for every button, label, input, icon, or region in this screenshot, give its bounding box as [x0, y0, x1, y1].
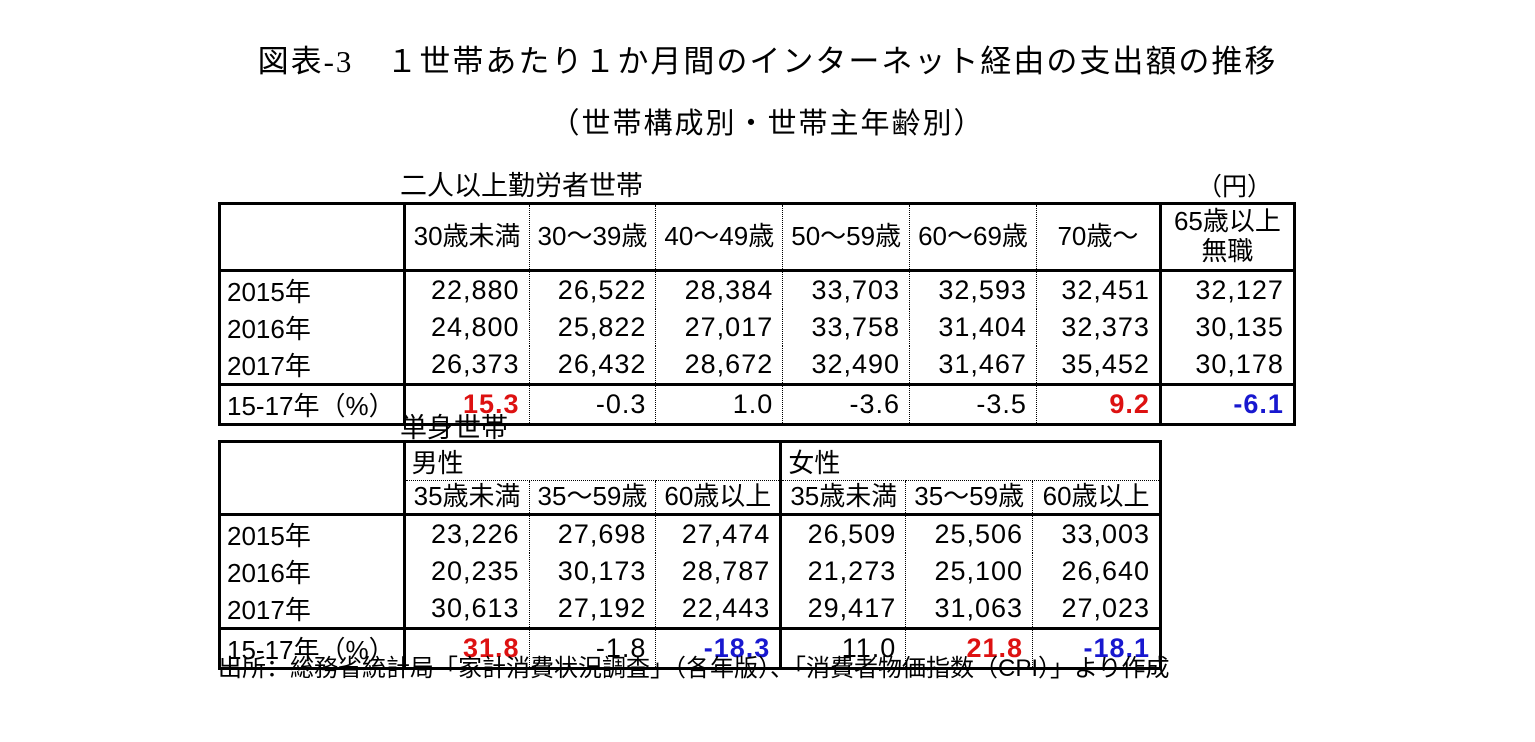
- figure-title: 図表-3 １世帯あたり１か月間のインターネット経由の支出額の推移: [257, 44, 1278, 79]
- table-cell: 22,880: [430, 275, 520, 305]
- year-label: 2015年: [219, 514, 406, 553]
- table-cell: 33,703: [782, 270, 910, 309]
- change-value: -6.1: [1158, 383, 1295, 425]
- table1-row-2016: 2016年 24,800 25,822 27,017 33,758 31,404…: [219, 309, 1295, 346]
- table-cell: 23,226: [430, 519, 520, 549]
- table1-change-row: 15-17年（%） 15.3 -0.3 1.0 -3.6 -3.5 9.2 -6…: [219, 383, 1295, 425]
- table-cell: 22,443: [655, 590, 781, 629]
- table-cell: 25,822: [528, 309, 656, 346]
- table-cell: 27,017: [655, 309, 783, 346]
- source-note: 出所：総務省統計局「家計消費状況調査」（各年版）、「消費者物価指数（CPI）」よ…: [218, 655, 1170, 682]
- table1-row-2017: 2017年 26,373 26,432 28,672 32,490 31,467…: [219, 346, 1295, 385]
- year-label: 2017年: [219, 346, 406, 385]
- year-label: 2015年: [219, 270, 406, 309]
- unit-label: （円）: [1196, 173, 1272, 201]
- table-cell: 26,432: [528, 346, 656, 385]
- change-value: -0.3: [528, 383, 656, 425]
- change-row-label: 15-17年（%）: [219, 627, 406, 669]
- change-row-label: 15-17年（%）: [219, 383, 406, 425]
- table2-caption: 単身世帯: [400, 413, 508, 443]
- table-cell: 28,384: [655, 270, 783, 309]
- change-value: 15.3: [404, 383, 530, 425]
- table-cell: 27,023: [1032, 590, 1161, 629]
- table-cell: 28,787: [655, 553, 781, 590]
- year-label: 2017年: [219, 590, 406, 629]
- subcol-header-male-60plus: 60歳以上: [655, 480, 781, 516]
- table-cell: 30,135: [1158, 309, 1295, 346]
- table-cell: 20,235: [430, 556, 520, 586]
- col-header-65plus-retired: 65歳以上 無職: [1158, 203, 1295, 272]
- table-cell: 32,451: [1035, 270, 1161, 309]
- table-cell: 31,063: [905, 590, 1033, 629]
- change-value: 9.2: [1035, 383, 1161, 425]
- subcol-header-female-35-59: 35～59歳: [905, 480, 1033, 516]
- col-header-30-39: 30～39歳: [528, 203, 656, 272]
- change-value: -3.5: [909, 383, 1037, 425]
- change-value: 11.0: [779, 627, 906, 669]
- single-household-table: 男性 女性 35歳未満 35～59歳 60歳以上 35歳未満 35～59歳 60…: [218, 440, 1163, 670]
- table2-change-row: 15-17年（%） 31.8 -1.8 -18.3 11.0 21.8 -18.…: [219, 627, 1161, 669]
- table-cell: 26,373: [430, 349, 520, 379]
- table-cell: 27,698: [528, 514, 656, 553]
- change-value: 1.0: [655, 383, 783, 425]
- table-cell: 27,192: [528, 590, 656, 629]
- table2-group-header-row: 男性 女性: [219, 441, 1161, 516]
- col-header-under30: 30歳未満: [404, 203, 530, 272]
- table2-corner-cell: [219, 441, 406, 516]
- table-cell: 32,490: [782, 346, 910, 385]
- table-cell: 30,178: [1158, 346, 1295, 385]
- change-value: -18.3: [655, 627, 781, 669]
- change-value: -1.8: [528, 627, 656, 669]
- table-cell: 21,273: [779, 553, 906, 590]
- table2-subheader-row: 35歳未満 35～59歳 60歳以上 35歳未満 35～59歳 60歳以上: [220, 480, 1161, 516]
- table-cell: 29,417: [779, 590, 906, 629]
- table-cell: 32,593: [909, 270, 1037, 309]
- group-header-male: 男性: [404, 441, 781, 481]
- subcol-header-female-60plus: 60歳以上: [1032, 480, 1161, 516]
- table-cell: 32,373: [1035, 309, 1161, 346]
- table-cell: 30,613: [430, 593, 520, 623]
- group-header-female: 女性: [779, 441, 1161, 481]
- change-value: 21.8: [905, 627, 1033, 669]
- year-label: 2016年: [219, 309, 406, 346]
- table-cell: 25,100: [905, 553, 1033, 590]
- col-header-60-69: 60～69歳: [909, 203, 1037, 272]
- table-cell: 24,800: [430, 312, 520, 342]
- table1-header-row: 30歳未満 30～39歳 40～49歳 50～59歳 60～69歳 70歳～ 6…: [219, 203, 1295, 272]
- table-cell: 31,404: [909, 309, 1037, 346]
- table-cell: 26,509: [779, 514, 906, 553]
- table-cell: 25,506: [905, 514, 1033, 553]
- table1-row-2015: 2015年 22,880 26,522 28,384 33,703 32,593…: [219, 270, 1295, 309]
- table-cell: 31,467: [909, 346, 1037, 385]
- col-header-40-49: 40～49歳: [655, 203, 783, 272]
- table2-row-2017: 2017年 30,613 27,192 22,443 29,417 31,063…: [219, 590, 1161, 629]
- change-value: -18.1: [1032, 627, 1161, 669]
- table-cell: 28,672: [655, 346, 783, 385]
- change-value: -3.6: [782, 383, 910, 425]
- table-cell: 26,640: [1032, 553, 1161, 590]
- table2-row-2016: 2016年 20,235 30,173 28,787 21,273 25,100…: [219, 553, 1161, 590]
- table-cell: 33,003: [1032, 514, 1161, 553]
- table-cell: 33,758: [782, 309, 910, 346]
- year-label: 2016年: [219, 553, 406, 590]
- workers-household-table: 30歳未満 30～39歳 40～49歳 50～59歳 60～69歳 70歳～ 6…: [218, 202, 1296, 426]
- subcol-header-male-35-59: 35～59歳: [528, 480, 656, 516]
- table2-row-2015: 2015年 23,226 27,698 27,474 26,509 25,506…: [219, 514, 1161, 553]
- subcol-header-male-under35: 35歳未満: [404, 480, 530, 516]
- table1-caption: 二人以上勤労者世帯: [400, 171, 643, 201]
- subcol-header-female-under35: 35歳未満: [779, 480, 906, 516]
- table-cell: 27,474: [655, 514, 781, 553]
- col-header-50-59: 50～59歳: [782, 203, 910, 272]
- table1-corner-cell: [219, 203, 406, 272]
- table-cell: 35,452: [1035, 346, 1161, 385]
- figure-subtitle: （世帯構成別・世帯主年齢別）: [550, 108, 985, 140]
- change-value: 31.8: [404, 627, 530, 669]
- table-cell: 26,522: [528, 270, 656, 309]
- table-cell: 32,127: [1158, 270, 1295, 309]
- col-header-70plus: 70歳～: [1035, 203, 1161, 272]
- table-cell: 30,173: [528, 553, 656, 590]
